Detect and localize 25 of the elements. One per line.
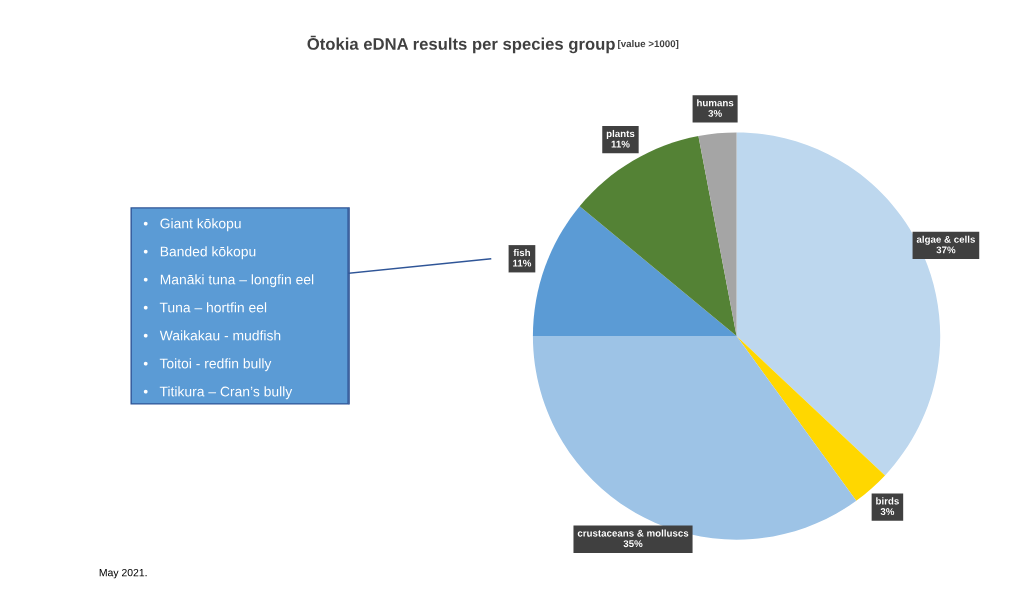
pie-slice	[532, 336, 857, 540]
slice-label: plants	[606, 129, 635, 139]
pie-slice	[532, 206, 737, 337]
text: • Waikakau - mudfish	[143, 330, 281, 341]
data-label: 11%	[611, 140, 630, 148]
slice-label: fish	[513, 249, 530, 257]
pie-slice	[698, 132, 737, 337]
text: • Titikura – Cran’s bully	[143, 386, 293, 400]
text: • Manāki tuna – longfin eel	[143, 274, 314, 288]
slice-label: birds	[876, 497, 899, 505]
text: • Giant kōkopu	[143, 218, 241, 232]
text: • Tuna – hortfin eel	[143, 302, 267, 313]
data-label: 3%	[880, 508, 895, 515]
data-label: 11%	[513, 259, 532, 267]
slice-label: humans	[697, 99, 734, 107]
chart-subtitle: [value >1000]	[618, 40, 679, 50]
data-label: 3%	[708, 109, 722, 117]
text: • Toitoi - redfin bully	[143, 358, 272, 372]
slice-label: algae & cells	[916, 235, 975, 245]
text: • Banded kōkopu	[143, 246, 256, 260]
slice-label: crustaceans & molluscs	[577, 529, 689, 537]
data-label: 37%	[936, 246, 956, 254]
data-label: 35%	[623, 540, 643, 548]
chart-title: Ōtokia eDNA results per species group	[307, 35, 615, 54]
text: May 2021.	[99, 568, 147, 579]
